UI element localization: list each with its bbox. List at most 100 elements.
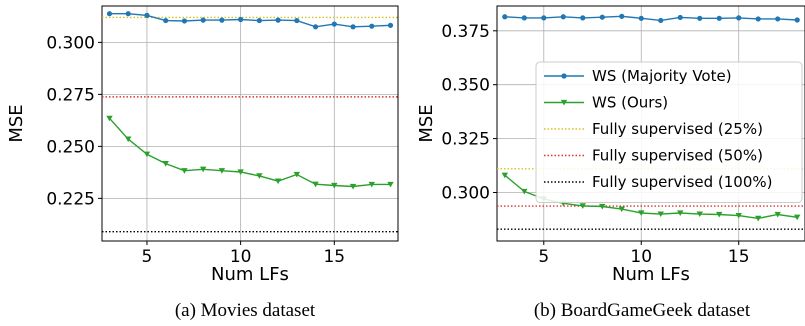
data-point	[274, 178, 282, 185]
data-point	[237, 169, 244, 175]
data-point	[638, 210, 645, 216]
data-point	[349, 183, 357, 190]
data-point	[125, 11, 131, 17]
y-tick-label: 0.350	[441, 76, 490, 96]
data-point	[560, 14, 566, 20]
legend: WS (Majority Vote) WS (Ours) Fully supervi…	[535, 61, 803, 203]
data-point	[716, 15, 722, 21]
plot-frame	[101, 5, 399, 242]
data-point	[794, 214, 801, 221]
plot-frame	[496, 5, 805, 242]
data-point	[580, 15, 586, 21]
data-point	[162, 161, 169, 167]
data-point	[502, 14, 508, 20]
data-point	[143, 151, 151, 158]
data-point	[387, 22, 394, 28]
y-tick-label: 0.225	[46, 189, 95, 209]
data-point	[501, 172, 508, 179]
legend-marker	[561, 73, 567, 79]
data-point	[238, 16, 244, 23]
data-point	[312, 181, 319, 188]
data-point	[144, 12, 150, 18]
data-point	[697, 15, 703, 21]
data-point	[200, 17, 206, 23]
data-point	[350, 24, 356, 30]
data-point	[775, 16, 781, 22]
legend-entry: Fully supervised (50%)	[592, 147, 763, 165]
data-point	[163, 17, 169, 24]
x-tick-label: 5	[538, 247, 549, 267]
data-point	[181, 168, 188, 174]
data-point	[774, 211, 781, 218]
data-point	[521, 188, 528, 195]
data-point	[218, 168, 226, 174]
chart-panel-1: 5 10 15 0.225 0.250 0.275 0.300 Num LFs MSE (a) M…	[6, 5, 399, 321]
data-point	[275, 17, 281, 23]
data-point	[755, 215, 762, 222]
data-point	[106, 115, 113, 122]
data-point	[181, 18, 188, 24]
data-point	[219, 17, 225, 23]
data-point	[521, 15, 527, 21]
data-point	[735, 212, 742, 219]
data-point	[387, 181, 394, 188]
data-point	[755, 16, 761, 22]
data-point	[619, 13, 625, 19]
data-point	[256, 17, 262, 24]
legend-entry: Fully supervised (25%)	[592, 120, 763, 138]
x-tick-label: 15	[728, 247, 750, 267]
data-point	[657, 211, 664, 218]
panel-caption: (b) BoardGameGeek dataset	[534, 300, 751, 321]
data-point	[599, 203, 606, 210]
data-point	[368, 181, 375, 188]
legend-entry: Fully supervised (100%)	[592, 173, 773, 191]
series-line-ws-majority-vote	[504, 15, 798, 22]
data-point	[125, 136, 132, 143]
y-tick-label: 0.275	[46, 85, 95, 105]
data-point	[106, 11, 113, 17]
x-tick-label: 15	[323, 247, 345, 267]
data-point	[638, 15, 644, 21]
x-tick-label: 10	[630, 247, 652, 267]
data-point	[599, 14, 605, 20]
data-point	[541, 15, 547, 21]
data-point	[658, 17, 664, 24]
y-tick-label: 0.300	[46, 33, 95, 53]
x-tick-label: 10	[230, 247, 252, 267]
series-layer	[102, 11, 398, 233]
legend-entry: WS (Majority Vote)	[592, 67, 732, 85]
data-point	[293, 171, 301, 178]
data-point	[331, 21, 337, 27]
data-point	[579, 203, 586, 209]
y-tick-label: 0.375	[441, 22, 490, 42]
series-line-ws-ours	[108, 117, 391, 188]
y-tick-label: 0.250	[46, 137, 95, 157]
data-point	[294, 17, 300, 24]
legend-box	[535, 61, 803, 203]
y-axis-label: MSE	[416, 104, 437, 142]
x-axis-label: Num LFs	[211, 264, 289, 285]
data-point	[696, 211, 703, 218]
data-point	[331, 182, 338, 189]
y-tick-label: 0.325	[441, 130, 490, 150]
data-point	[677, 14, 683, 21]
legend-marker	[560, 99, 568, 106]
x-axis-label: Num LFs	[612, 264, 690, 285]
panel-caption: (a) Movies dataset	[175, 300, 316, 321]
data-point	[716, 211, 723, 218]
data-point	[677, 210, 684, 216]
data-point	[312, 24, 319, 30]
x-tick-label: 5	[142, 247, 153, 267]
data-point	[618, 206, 625, 213]
y-axis-label: MSE	[6, 104, 27, 142]
legend-entry: WS (Ours)	[592, 94, 668, 112]
data-point	[369, 23, 375, 29]
data-point	[736, 15, 742, 21]
y-tick-label: 0.300	[441, 183, 490, 203]
data-point	[256, 173, 263, 179]
series-line-ws-majority-vote	[109, 12, 391, 28]
data-point	[794, 17, 800, 23]
chart-panel-2: 5 10 15 0.300 0.325 0.350 0.375 Num LFs MSE (b) B…	[416, 5, 805, 321]
data-point	[199, 166, 207, 173]
